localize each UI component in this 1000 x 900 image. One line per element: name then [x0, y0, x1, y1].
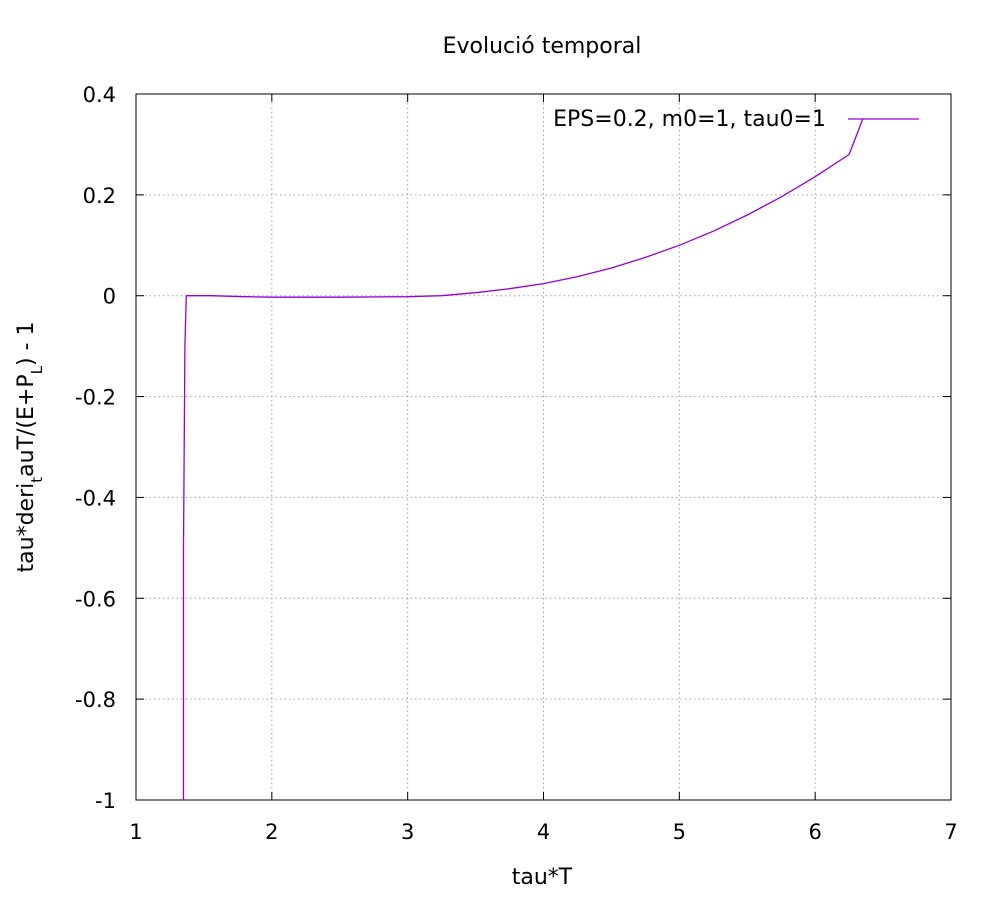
y-axis-label-part: auT/(E+P: [14, 374, 39, 476]
x-tick-label: 4: [537, 820, 550, 844]
y-tick-label: -0.8: [75, 688, 116, 712]
x-axis: 1 2 3 4 5 6 7: [129, 94, 958, 844]
x-tick-label: 6: [808, 820, 821, 844]
y-axis-label: tau*deritauT/(E+PL) - 1: [14, 322, 46, 573]
y-tick-label: -0.2: [75, 386, 116, 410]
y-axis-label-part: tau*deri: [14, 483, 39, 573]
y-tick-label: 0: [103, 285, 116, 309]
y-tick-label: 0.4: [83, 83, 116, 107]
x-tick-label: 7: [944, 820, 957, 844]
chart-title: Evolució temporal: [443, 34, 642, 59]
y-tick-label: -0.4: [75, 486, 116, 510]
x-tick-label: 2: [265, 820, 278, 844]
y-axis-label-sub: L: [28, 365, 46, 374]
x-tick-label: 3: [401, 820, 414, 844]
y-tick-label: 0.2: [83, 184, 116, 208]
y-axis-label-sub: t: [28, 477, 46, 483]
y-tick-label: -0.6: [75, 587, 116, 611]
x-tick-label: 1: [129, 820, 142, 844]
y-axis: -1 -0.8 -0.6 -0.4 -0.2 0 0.2 0.4: [75, 83, 951, 813]
y-axis-label-part: ) - 1: [14, 322, 39, 367]
y-tick-label: -1: [95, 789, 116, 813]
series-group: [182, 118, 864, 800]
series-line: [182, 118, 864, 800]
legend-label: EPS=0.2, m0=1, tau0=1: [553, 107, 826, 132]
grid: [136, 94, 951, 800]
x-axis-label: tau*T: [512, 865, 573, 890]
plot-border: [135, 93, 952, 801]
x-tick-label: 5: [673, 820, 686, 844]
